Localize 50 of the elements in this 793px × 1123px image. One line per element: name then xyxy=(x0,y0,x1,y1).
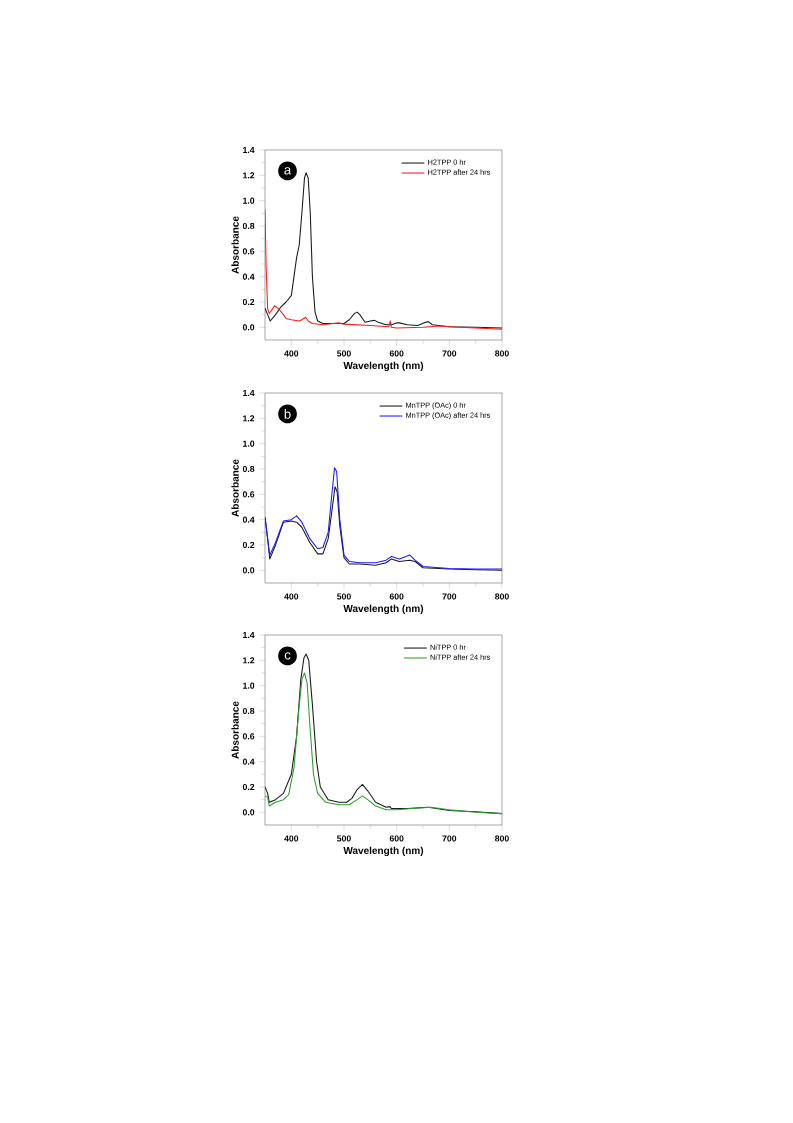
line-series xyxy=(265,486,502,571)
y-tick-label: 0.0 xyxy=(242,809,255,816)
x-tick-label: 500 xyxy=(337,835,351,842)
x-tick-label: 700 xyxy=(442,350,457,357)
y-axis-title: Absorbance xyxy=(231,459,239,517)
x-tick-label: 500 xyxy=(337,350,351,357)
x-tick-label: 700 xyxy=(442,593,457,600)
y-tick-label: 0.0 xyxy=(242,324,255,331)
x-tick-label: 400 xyxy=(284,835,299,842)
x-tick-label: 800 xyxy=(495,835,509,842)
y-axis-title: Absorbance xyxy=(231,701,239,759)
y-tick-label: 0.4 xyxy=(242,516,255,523)
y-tick-label: 0.6 xyxy=(242,491,255,498)
y-axis-title: Absorbance xyxy=(231,216,239,274)
x-tick-label: 400 xyxy=(284,593,299,600)
y-tick-label: 1.0 xyxy=(243,197,255,204)
y-tick-label: 1.4 xyxy=(243,147,255,153)
x-axis-title: Wavelength (nm) xyxy=(343,361,424,372)
y-tick-label: 1.0 xyxy=(243,682,255,689)
annotation: c xyxy=(284,652,291,660)
y-tick-label: 0.2 xyxy=(242,783,255,791)
y-tick-label: 0.4 xyxy=(242,758,255,765)
x-tick-label: 500 xyxy=(337,593,351,600)
y-tick-label: 0.6 xyxy=(242,733,255,740)
y-tick-label: 1.4 xyxy=(243,632,255,638)
y-tick-label: 0.8 xyxy=(242,465,255,473)
x-axis-title: Wavelength (nm) xyxy=(343,604,424,615)
y-tick-label: 1.2 xyxy=(243,172,255,179)
x-tick-label: 600 xyxy=(389,593,404,600)
y-tick-label: 1.2 xyxy=(243,415,255,422)
y-tick-label: 0.0 xyxy=(242,567,255,574)
y-tick-label: 0.2 xyxy=(242,541,255,549)
x-tick-label: 800 xyxy=(495,593,509,600)
x-tick-label: 400 xyxy=(284,350,299,357)
line-series xyxy=(265,467,502,570)
y-tick-label: 0.8 xyxy=(242,222,255,230)
x-tick-label: 600 xyxy=(389,350,404,357)
annotation: b xyxy=(284,409,291,419)
y-tick-label: 1.0 xyxy=(243,440,255,447)
x-axis-title: Wavelength (nm) xyxy=(343,846,424,857)
y-tick-label: 0.8 xyxy=(242,707,255,715)
y-tick-label: 0.6 xyxy=(242,248,255,255)
annotation: a xyxy=(284,167,292,175)
y-tick-label: 0.4 xyxy=(242,273,255,280)
x-tick-label: 700 xyxy=(442,835,457,842)
y-tick-label: 1.2 xyxy=(243,657,255,664)
y-tick-label: 0.2 xyxy=(242,298,255,306)
x-tick-label: 800 xyxy=(495,350,509,357)
y-tick-label: 1.4 xyxy=(243,390,255,396)
x-tick-label: 600 xyxy=(389,835,404,842)
